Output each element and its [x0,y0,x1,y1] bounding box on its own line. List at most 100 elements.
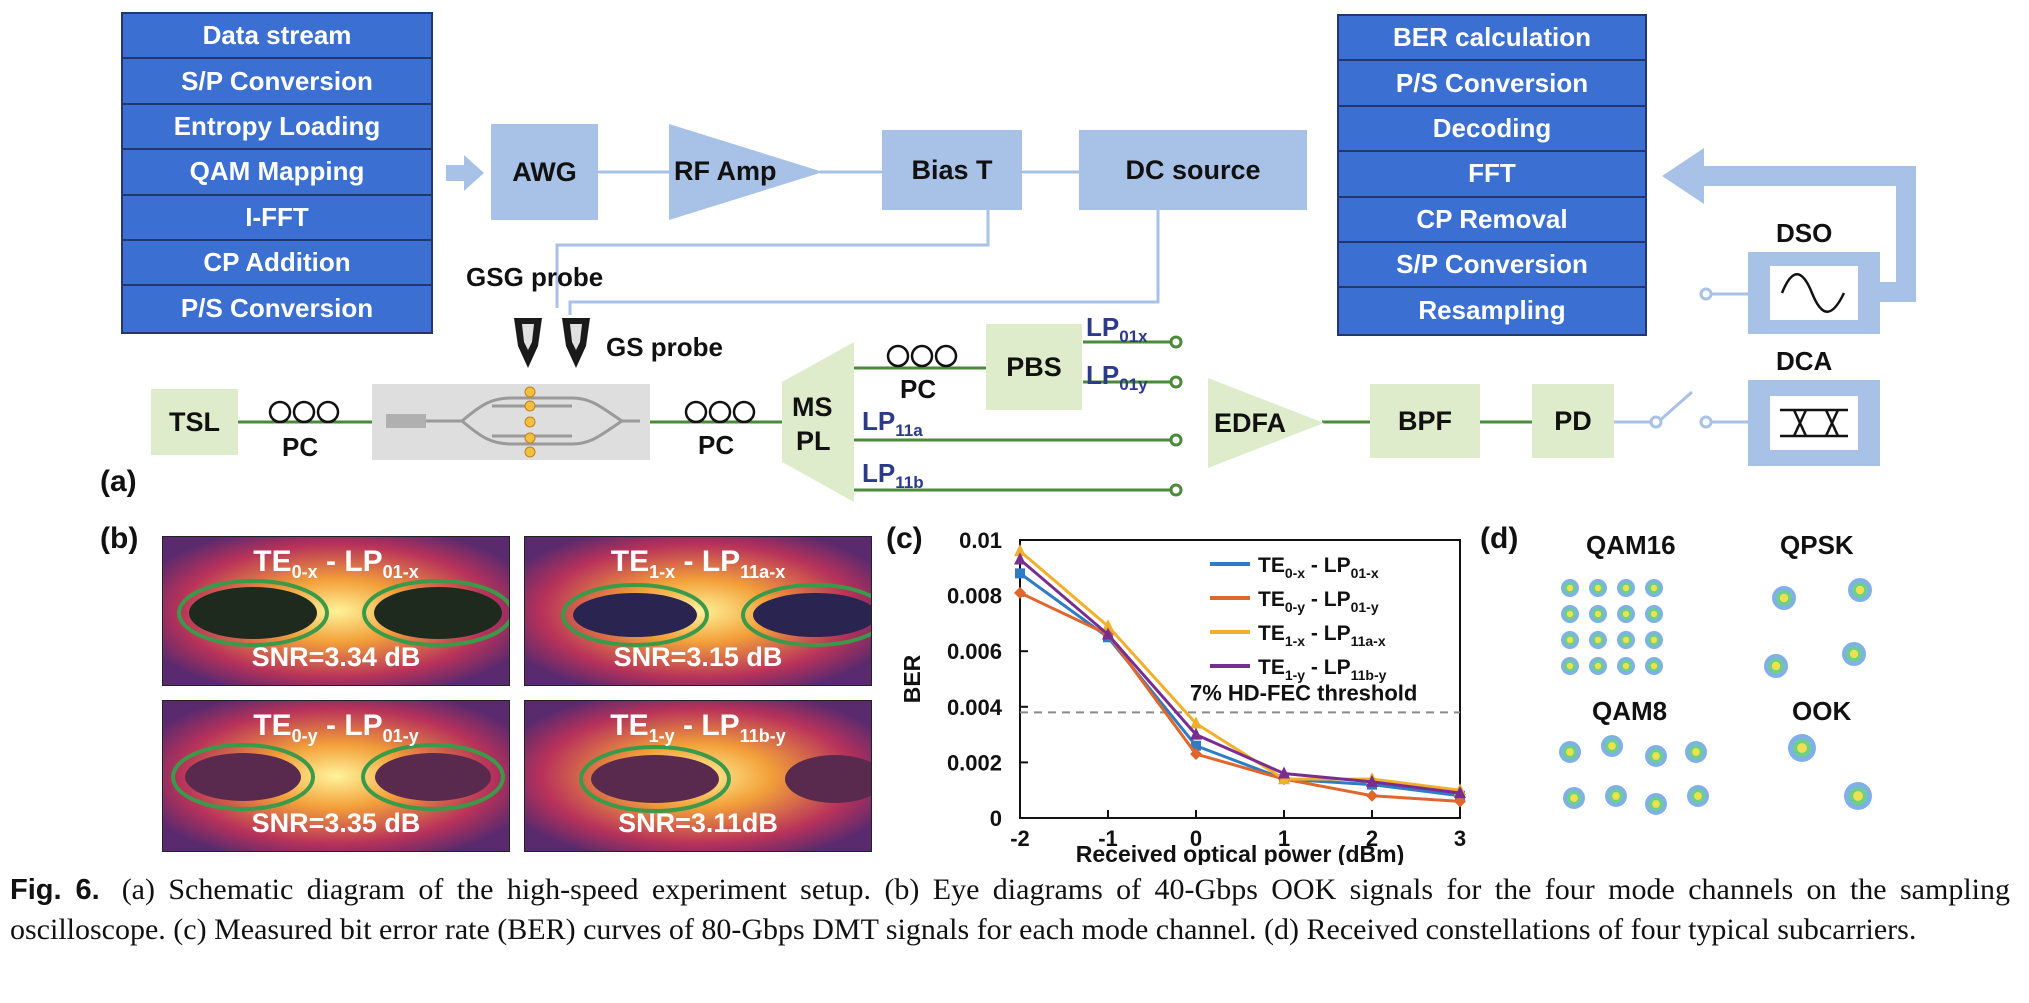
rf-amp-label: RF Amp [674,156,777,186]
eye-title: TE1-y - LP11b-y [610,709,786,746]
tx-step: P/S Conversion [180,292,374,323]
tx-step: CP Addition [123,241,431,287]
data-point [1014,586,1026,599]
constellation-point [1561,579,1579,597]
constellation-point [1601,735,1623,757]
pbs-box: PBS [986,324,1082,410]
dso-box [1748,252,1880,334]
chip-icon [372,384,650,460]
legend-entry: TE0-x - LP01-x [1258,554,1379,581]
constellation-point [1589,657,1607,675]
rx-step: Resampling [1418,294,1566,325]
data-point [1014,552,1026,565]
panel-d-letter: (d) [1480,522,1519,555]
bias-t-box: Bias T [882,130,1022,210]
data-point [1278,766,1290,779]
y-tick-label: 0.006 [947,639,1002,664]
constellation-label: QAM8 [1592,696,1668,726]
legend-entry: TE0-y - LP01-y [1258,588,1379,615]
eye-pattern-image [525,701,871,851]
constellations [1559,578,1872,815]
y-axis-label: BER [899,654,925,703]
constellation-point [1848,578,1872,602]
rx-step: CP Removal [1339,198,1645,243]
eye-snr: SNR=3.11dB [618,808,778,838]
constellation-label: QPSK [1780,530,1854,560]
data-point [1454,785,1466,798]
tx-dsp-stack: Data stream S/P Conversion Entropy Loadi… [121,12,433,334]
series-line [1019,591,1461,803]
panel-a-letter: (a) [100,465,137,498]
x-tick-label: 1 [1278,826,1290,851]
gsg-probe-label: GSG probe [466,262,604,292]
data-point [1015,568,1025,579]
dso-label: DSO [1776,218,1833,248]
constellation-point [1645,631,1663,649]
constellation-point [1589,631,1607,649]
constellation-point [1772,586,1796,610]
edfa-triangle [1208,378,1324,468]
x-tick-label: 0 [1190,826,1202,851]
fiber-coil-icon [886,344,958,368]
tx-step: S/P Conversion [123,59,431,105]
sine-wave-icon [1770,266,1858,320]
y-tick-label: 0.008 [947,584,1002,609]
x-tick-label: 3 [1454,826,1466,851]
y-tick-label: 0.002 [947,750,1002,775]
figure-caption: Fig. 6. (a) Schematic diagram of the high… [10,870,2010,950]
eye-title: TE1-x - LP11a-x [610,545,786,582]
constellation-point [1645,579,1663,597]
threshold-label: 7% HD-FEC threshold [1190,680,1417,705]
tx-step: Entropy Loading [123,105,431,151]
eye-title: TE0-y - LP01-y [253,709,419,746]
constellation-point [1617,605,1635,623]
eye-snr: SNR=3.34 dB [251,642,421,672]
constellation-point [1561,631,1579,649]
panel-c-letter: (c) [886,522,923,555]
tsl-box: TSL [151,389,238,455]
pd-box: PD [1532,384,1614,458]
eye-snr: SNR=3.15 dB [613,642,783,672]
data-point [1102,619,1114,632]
constellation-point [1844,782,1872,810]
series-line [1019,549,1461,792]
eye-diagram: TE0-x - LP01-x SNR=3.34 dB [162,536,510,686]
x-tick-label: -2 [1010,826,1030,851]
data-point [1014,544,1026,557]
arrow-right-icon [446,155,484,191]
mspl-shape [782,342,854,502]
constellation-point [1788,734,1816,762]
rx-step: S/P Conversion [1339,243,1645,289]
legend-entry: TE1-y - LP11b-y [1258,656,1387,683]
pc-label-2: PC [698,430,735,460]
constellation-point [1645,793,1667,815]
dca-box [1748,380,1880,466]
data-point [1191,740,1201,751]
lp11a-label: LP11a [862,406,923,441]
data-point [1190,727,1202,740]
ber-chart: -2 -1 0 1 2 3 0 0.002 0.004 0.006 0.008 0.01 Receive… [899,528,1466,865]
pc-label-3: PC [900,374,937,404]
tx-step: Data stream [123,14,431,60]
eye-diagram: TE0-y - LP01-y SNR=3.35 dB [162,700,510,852]
rx-dsp-stack: BER calculation P/S Conversion Decoding … [1337,14,1647,336]
bpf-box: BPF [1370,384,1480,458]
eye-pattern-image [163,701,509,851]
rx-step: BER calculation [1339,16,1645,62]
constellation-point [1685,741,1707,763]
constellation-point [1645,745,1667,767]
data-point [1454,795,1466,808]
edfa-label: EDFA [1214,408,1287,438]
constellation-label: QAM16 [1586,530,1676,560]
constellation-point [1563,787,1585,809]
rf-amp-triangle [669,124,823,220]
dca-label: DCA [1776,346,1833,376]
constellation-point [1617,631,1635,649]
mspl-label-line1: MS [792,392,833,422]
lp11b-label: LP11b [862,458,924,493]
lp01x-label: LP01x [1086,312,1148,347]
figure-number: Fig. 6. [10,874,100,906]
eye-pattern-image [525,537,871,685]
eye-snr: SNR=3.35 dB [251,808,421,838]
constellation-point [1605,785,1627,807]
